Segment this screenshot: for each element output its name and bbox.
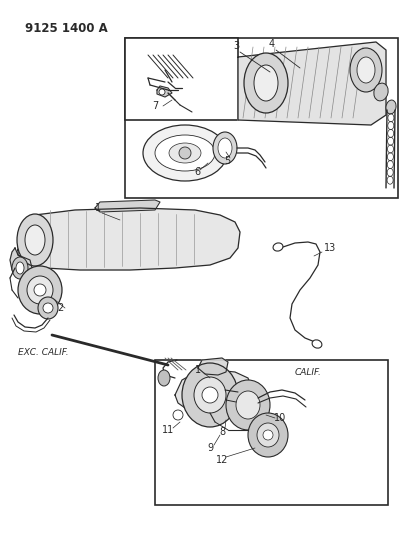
Ellipse shape	[18, 266, 62, 314]
Polygon shape	[18, 208, 240, 270]
Polygon shape	[238, 42, 386, 125]
Text: 8: 8	[219, 427, 225, 437]
Bar	[218, 138, 232, 146]
Ellipse shape	[34, 284, 46, 296]
Ellipse shape	[17, 214, 53, 266]
Text: 2: 2	[57, 303, 63, 313]
Ellipse shape	[202, 387, 218, 403]
Ellipse shape	[25, 225, 45, 255]
Bar	[155, 360, 388, 505]
Bar	[125, 38, 238, 120]
Ellipse shape	[169, 143, 201, 163]
Text: CALIF.: CALIF.	[295, 368, 322, 377]
Text: 6: 6	[194, 167, 200, 177]
Text: 5: 5	[224, 156, 230, 166]
Bar	[125, 38, 398, 198]
Text: 10: 10	[274, 413, 286, 423]
Ellipse shape	[248, 413, 288, 457]
Text: 7: 7	[152, 101, 158, 111]
Text: 1: 1	[95, 203, 101, 213]
Ellipse shape	[43, 303, 53, 313]
Ellipse shape	[179, 147, 191, 159]
Ellipse shape	[273, 243, 283, 251]
Ellipse shape	[350, 48, 382, 92]
Ellipse shape	[159, 89, 165, 95]
Text: 13: 13	[324, 243, 336, 253]
Ellipse shape	[244, 53, 288, 113]
Ellipse shape	[263, 430, 273, 440]
Text: 12: 12	[216, 455, 228, 465]
Text: EXC. CALIF.: EXC. CALIF.	[18, 348, 69, 357]
Ellipse shape	[173, 410, 183, 420]
Text: 3: 3	[233, 41, 239, 51]
Ellipse shape	[16, 262, 24, 274]
Ellipse shape	[143, 125, 227, 181]
Ellipse shape	[12, 257, 28, 279]
Ellipse shape	[158, 370, 170, 386]
Ellipse shape	[218, 138, 232, 158]
Ellipse shape	[182, 363, 238, 427]
Ellipse shape	[213, 132, 237, 164]
Polygon shape	[175, 370, 252, 413]
Ellipse shape	[386, 100, 396, 114]
Ellipse shape	[194, 377, 226, 413]
Ellipse shape	[226, 380, 270, 430]
Text: 11: 11	[162, 425, 174, 435]
Polygon shape	[157, 86, 172, 97]
Polygon shape	[10, 248, 32, 277]
Ellipse shape	[374, 83, 388, 101]
Ellipse shape	[236, 391, 260, 419]
Ellipse shape	[155, 135, 215, 171]
Polygon shape	[198, 358, 228, 375]
Ellipse shape	[38, 297, 58, 319]
Ellipse shape	[27, 276, 53, 304]
Text: 1: 1	[195, 365, 201, 375]
Ellipse shape	[254, 65, 278, 101]
Text: 9: 9	[207, 443, 213, 453]
Text: 4: 4	[269, 39, 275, 49]
Polygon shape	[95, 200, 160, 212]
Ellipse shape	[257, 423, 279, 447]
Ellipse shape	[357, 57, 375, 83]
Text: 9125 1400 A: 9125 1400 A	[25, 22, 108, 35]
Ellipse shape	[312, 340, 322, 348]
